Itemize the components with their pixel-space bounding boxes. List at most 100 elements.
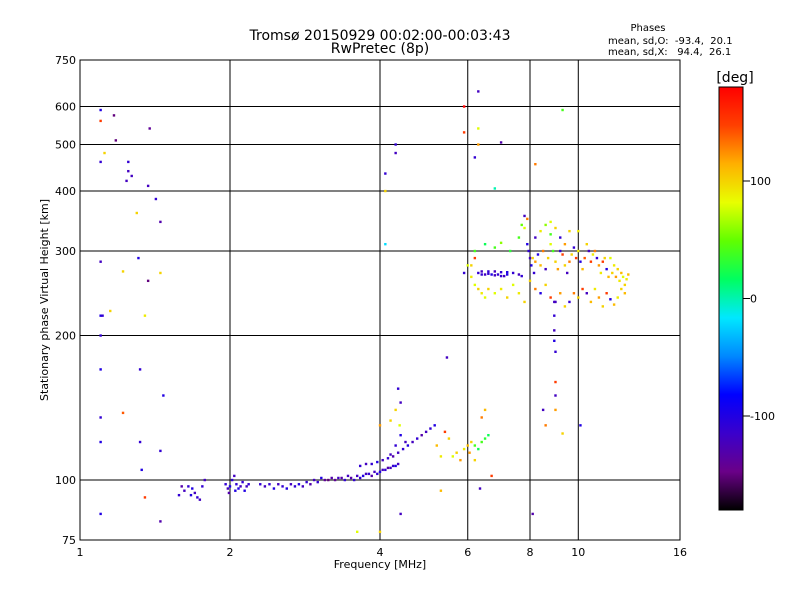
data-point (239, 485, 242, 488)
data-point (384, 242, 387, 246)
data-point (483, 408, 487, 412)
data-point (394, 143, 397, 146)
x-tick-label: 10 (571, 546, 585, 559)
data-point (443, 430, 447, 434)
data-point (146, 184, 150, 188)
data-point (517, 292, 521, 295)
data-point (499, 141, 503, 144)
data-point (327, 478, 330, 482)
data-point (99, 108, 102, 112)
data-point (539, 292, 542, 295)
data-point (508, 249, 512, 253)
data-point (561, 253, 564, 256)
data-point (356, 530, 359, 534)
data-point (499, 287, 503, 291)
data-point (230, 478, 234, 482)
data-point (506, 296, 509, 299)
data-point (487, 272, 490, 275)
data-point (493, 274, 497, 277)
data-point (468, 451, 471, 454)
data-point (536, 253, 540, 256)
data-points (99, 90, 630, 534)
data-point (162, 394, 165, 397)
data-point (609, 256, 612, 260)
data-point (451, 455, 455, 458)
data-point (473, 256, 477, 260)
data-point (601, 305, 605, 308)
data-point (579, 424, 582, 427)
data-point (381, 468, 384, 472)
data-point (398, 424, 401, 427)
data-point (554, 408, 557, 412)
y-tick-labels: 75 100 200 300 400 500 600 750 (55, 54, 76, 547)
grid-lines (80, 60, 680, 540)
data-point (470, 264, 473, 267)
data-point (541, 408, 545, 412)
data-point (247, 483, 250, 486)
data-point (477, 127, 480, 130)
data-point (386, 457, 390, 460)
data-point (159, 449, 162, 453)
data-point (406, 444, 410, 447)
data-point (159, 271, 162, 275)
data-point (544, 283, 547, 287)
data-point (572, 292, 576, 295)
data-point (183, 489, 186, 492)
data-point (112, 114, 116, 117)
colorbar-label: [deg] (716, 70, 753, 86)
data-point (477, 90, 480, 93)
data-point (420, 433, 423, 437)
data-point (487, 287, 490, 291)
data-point (439, 455, 443, 458)
data-point (394, 408, 397, 412)
y-tick-label: 75 (62, 534, 76, 547)
data-point (554, 260, 557, 263)
data-point (378, 470, 382, 474)
data-point (473, 156, 477, 159)
data-point (473, 458, 477, 462)
data-point (544, 267, 547, 271)
data-point (616, 296, 619, 299)
data-point (389, 466, 392, 470)
data-point (620, 287, 623, 291)
data-point (499, 271, 503, 274)
data-point (477, 447, 480, 451)
data-point (462, 131, 466, 134)
data-point (293, 485, 297, 488)
data-point (572, 246, 576, 249)
data-point (361, 474, 365, 478)
data-point (553, 314, 556, 317)
data-point (603, 256, 606, 260)
data-point (462, 447, 466, 451)
data-point (554, 300, 557, 304)
data-point (99, 416, 102, 419)
data-point (226, 487, 230, 490)
data-point (561, 108, 564, 112)
data-point (593, 249, 597, 253)
y-axis-label: Stationary phase Virtual Height [km] (38, 199, 51, 401)
data-point (605, 267, 608, 271)
data-point (539, 264, 542, 267)
data-point (203, 478, 206, 482)
data-point (399, 512, 402, 516)
data-point (589, 260, 593, 263)
data-point (364, 462, 368, 466)
data-point (554, 394, 557, 397)
chart-subtitle: RwPretec (8p) (331, 41, 429, 57)
data-point (367, 472, 371, 476)
data-point (541, 249, 545, 253)
data-point (447, 437, 451, 440)
data-point (532, 271, 536, 275)
x-tick-label: 16 (673, 546, 687, 559)
data-point (556, 267, 560, 271)
data-point (391, 455, 395, 458)
data-point (196, 496, 199, 499)
data-point (490, 273, 493, 276)
data-point (394, 151, 397, 155)
data-point (376, 472, 379, 476)
data-point (493, 270, 497, 273)
data-point (130, 174, 133, 178)
data-point (611, 271, 614, 275)
data-point (289, 483, 293, 486)
data-point (599, 271, 603, 275)
